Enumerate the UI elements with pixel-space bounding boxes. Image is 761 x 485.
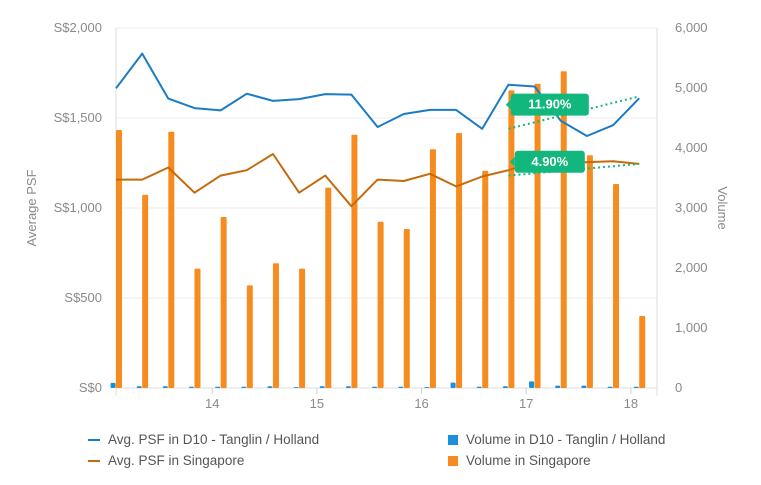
volume-singapore-bar[interactable] (220, 217, 227, 388)
volume-d10-bar[interactable] (345, 386, 351, 388)
legend-item-sg-psf[interactable]: Avg. PSF in Singapore (88, 453, 448, 468)
volume-d10-bar[interactable] (136, 386, 142, 388)
y-left-tick-label: S$1,000 (54, 200, 102, 215)
y-left-tick-label: S$1,500 (54, 110, 102, 125)
volume-singapore-bar[interactable] (194, 268, 201, 388)
y-left-tick-label: S$500 (64, 290, 102, 305)
volume-d10-bar[interactable] (476, 386, 482, 388)
y-right-tick-label: 5,000 (675, 80, 708, 95)
volume-d10-bar[interactable] (319, 386, 325, 388)
volume-singapore-bar[interactable] (246, 285, 253, 388)
x-tick-label: 17 (519, 396, 533, 411)
change-badge (514, 150, 585, 173)
y-right-tick-label: 4,000 (675, 140, 708, 155)
volume-singapore-bar[interactable] (482, 170, 489, 388)
legend-swatch-sg-volume (448, 455, 458, 466)
volume-singapore-bar[interactable] (429, 149, 436, 388)
legend-label-sg-psf: Avg. PSF in Singapore (108, 453, 245, 468)
volume-singapore-bar[interactable] (534, 83, 541, 389)
legend-label-d10-psf: Avg. PSF in D10 - Tanglin / Holland (108, 432, 320, 447)
volume-singapore-bar[interactable] (142, 194, 149, 388)
legend-swatch-sg-psf (88, 459, 100, 462)
chart-canvas: S$0 S$500 S$1,000 S$1,500 S$2,000 0 1,000 2,000… (24, 20, 730, 411)
volume-d10-bar[interactable] (502, 386, 508, 388)
y-right-tick-label: 2,000 (675, 260, 708, 275)
volume-singapore-bar[interactable] (272, 263, 279, 388)
y-right-tick-label: 6,000 (675, 20, 708, 35)
legend-swatch-d10-volume (448, 434, 458, 445)
volume-singapore-bar[interactable] (639, 316, 646, 388)
change-badge-pointer (509, 156, 515, 167)
x-tick-label: 16 (414, 396, 428, 411)
y-right-tick-label: 0 (675, 380, 682, 395)
volume-d10-bar[interactable] (529, 381, 535, 388)
volume-singapore-bar[interactable] (299, 268, 306, 388)
change-badge-label: 4.90% (531, 154, 568, 169)
y-right-axis-title: Volume (715, 186, 730, 229)
y-left-axis-title: Average PSF (24, 169, 39, 246)
volume-singapore-bar[interactable] (325, 187, 332, 388)
y-left-tick-label: S$2,000 (54, 20, 102, 35)
volume-d10-bar[interactable] (581, 385, 587, 388)
volume-d10-bar[interactable] (293, 387, 299, 388)
x-tick-label: 14 (205, 396, 219, 411)
x-tick-label: 15 (310, 396, 324, 411)
change-badge (510, 93, 589, 116)
volume-d10-bar[interactable] (607, 386, 613, 388)
volume-singapore-bar[interactable] (560, 71, 567, 388)
volume-singapore-bar[interactable] (508, 90, 515, 389)
legend-item-d10-psf[interactable]: Avg. PSF in D10 - Tanglin / Holland (88, 432, 448, 447)
volume-singapore-bar[interactable] (377, 221, 384, 388)
volume-singapore-bar[interactable] (456, 133, 463, 388)
volume-d10-bar[interactable] (633, 386, 639, 388)
volume-singapore-bar[interactable] (403, 229, 410, 388)
legend-item-d10-volume[interactable]: Volume in D10 - Tanglin / Holland (448, 432, 728, 447)
volume-singapore-bar[interactable] (168, 131, 175, 389)
legend-item-sg-volume[interactable]: Volume in Singapore (448, 453, 728, 468)
volume-singapore-bar[interactable] (586, 155, 593, 388)
volume-d10-bar[interactable] (555, 385, 561, 388)
y-right-tick-label: 1,000 (675, 320, 708, 335)
legend: Avg. PSF in D10 - Tanglin / Holland Volu… (88, 432, 728, 468)
volume-singapore-bar[interactable] (613, 184, 620, 388)
change-badge-label: 11.90% (528, 97, 572, 112)
volume-d10-bar[interactable] (241, 386, 247, 388)
volume-d10-bar[interactable] (215, 386, 221, 388)
volume-d10-bar[interactable] (188, 386, 194, 388)
volume-d10-bar[interactable] (162, 386, 168, 388)
x-tick-label: 18 (624, 396, 638, 411)
y-right-tick-label: 3,000 (675, 200, 708, 215)
y-left-tick-label: S$0 (79, 380, 102, 395)
volume-singapore-bar[interactable] (116, 130, 122, 388)
volume-d10-bar[interactable] (372, 386, 378, 388)
volume-d10-bar[interactable] (424, 387, 430, 388)
volume-d10-bar[interactable] (267, 386, 273, 388)
legend-label-sg-volume: Volume in Singapore (466, 453, 591, 468)
volume-singapore-bar[interactable] (351, 134, 358, 388)
change-badge-pointer (505, 99, 511, 110)
volume-d10-bar[interactable] (110, 382, 116, 388)
legend-swatch-d10-psf (88, 438, 100, 441)
volume-d10-bar[interactable] (450, 382, 456, 388)
volume-d10-bar[interactable] (398, 386, 404, 388)
legend-label-d10-volume: Volume in D10 - Tanglin / Holland (466, 432, 666, 447)
